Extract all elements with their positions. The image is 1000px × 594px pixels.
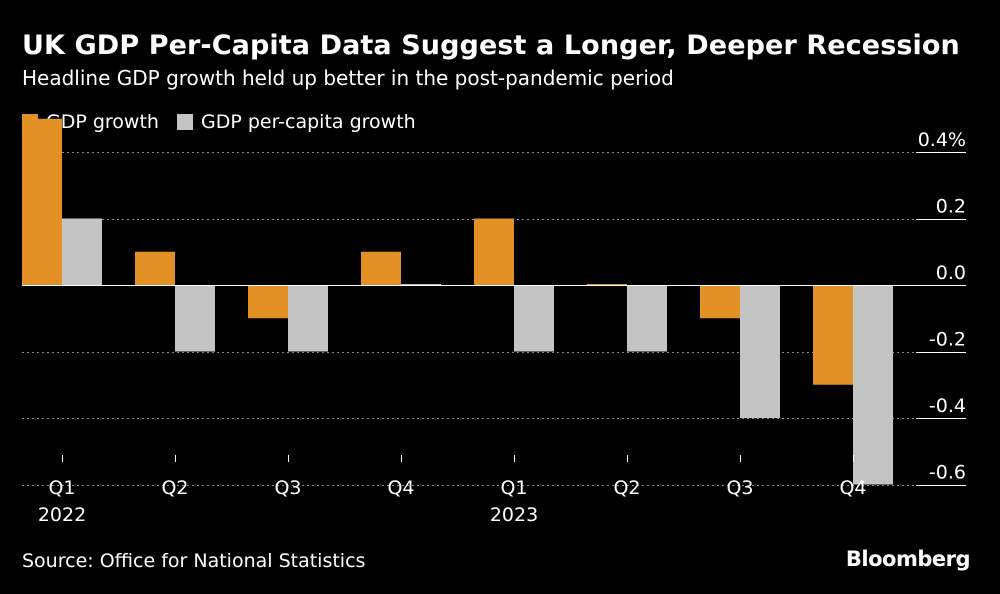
x-tick-label: Q4 — [387, 477, 414, 499]
bar-gdp-growth — [813, 285, 853, 385]
bar-gdp-growth — [22, 118, 62, 285]
bar-gdp-growth — [135, 251, 175, 285]
y-tick-label: 0.2 — [936, 196, 966, 218]
x-tick-label: Q3 — [726, 477, 753, 499]
bar-gdp-growth — [700, 285, 740, 319]
x-year-label: 2022 — [38, 504, 86, 526]
bar-gdp-per-capita — [740, 285, 780, 418]
legend-label-gdp-per-capita: GDP per-capita growth — [200, 111, 416, 133]
bar-gdp-per-capita — [288, 285, 328, 352]
legend-item-gdp-per-capita: GDP per-capita growth — [176, 111, 416, 133]
bar-gdp-per-capita — [62, 218, 102, 285]
legend-label-gdp-growth: GDP growth — [46, 111, 159, 133]
y-tick-label: 0.4% — [918, 129, 966, 151]
bloomberg-logo: Bloomberg — [845, 547, 971, 571]
x-tick-label: Q1 — [500, 477, 527, 499]
x-tick-label: Q4 — [839, 477, 866, 499]
source-note: Source: Office for National Statistics — [22, 550, 366, 572]
x-year-label: 2023 — [490, 504, 538, 526]
y-tick-label: -0.2 — [929, 329, 966, 351]
y-tick-label: -0.6 — [929, 462, 966, 484]
x-tick-label: Q3 — [274, 477, 301, 499]
bar-gdp-per-capita — [627, 285, 667, 352]
y-tick-label: -0.4 — [929, 395, 966, 417]
x-tick-label: Q2 — [161, 477, 188, 499]
chart-legend: GDP growth GDP per-capita growth — [22, 111, 434, 133]
y-tick-label: 0.0 — [936, 262, 966, 284]
chart-title: UK GDP Per-Capita Data Suggest a Longer,… — [22, 30, 960, 61]
bar-gdp-growth — [248, 285, 288, 319]
chart-subtitle: Headline GDP growth held up better in th… — [22, 66, 674, 90]
bar-gdp-per-capita — [514, 285, 554, 352]
legend-swatch-gdp-per-capita — [176, 114, 193, 130]
bar-gdp-per-capita — [175, 285, 215, 352]
bar-gdp-growth — [361, 251, 401, 285]
bar-gdp-per-capita — [853, 285, 893, 485]
x-tick-label: Q2 — [613, 477, 640, 499]
bar-gdp-growth — [474, 218, 514, 285]
x-tick-label: Q1 — [48, 477, 75, 499]
